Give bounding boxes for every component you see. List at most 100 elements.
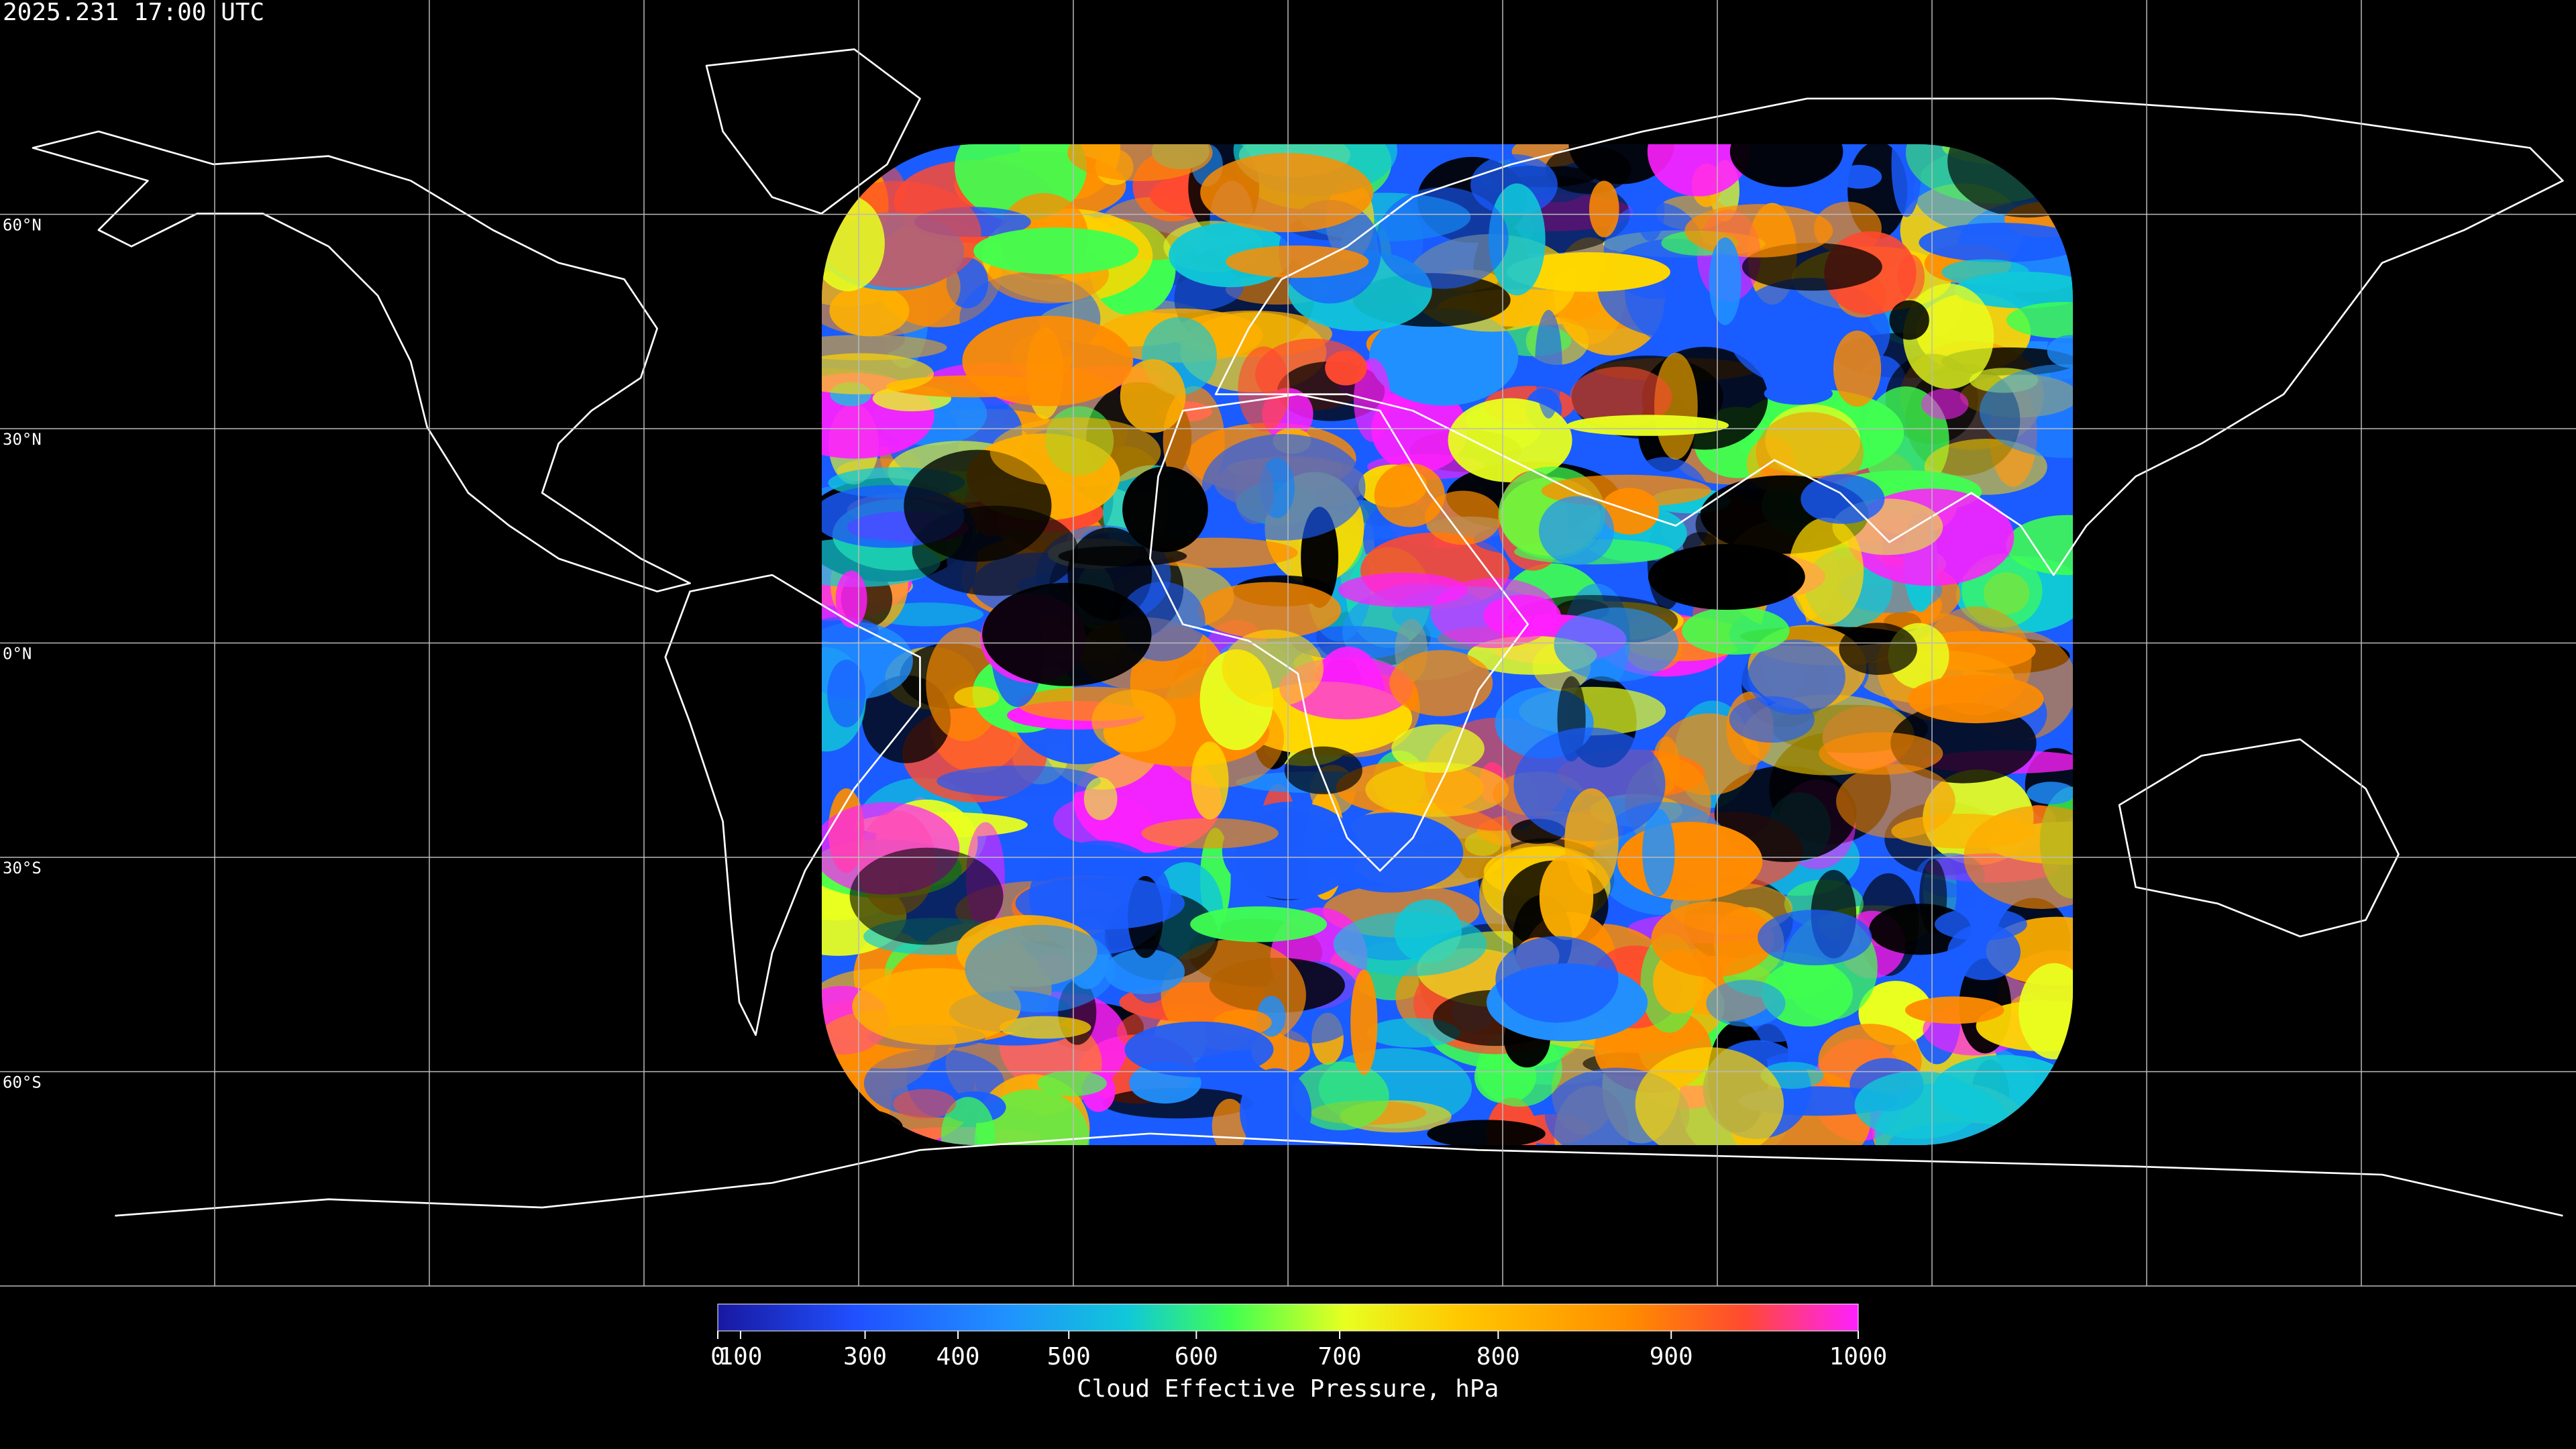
cloud-patch <box>1141 818 1279 849</box>
colorbar-tick-label: 900 <box>1650 1343 1693 1371</box>
cloud-patch <box>822 616 879 643</box>
cloud-patch <box>1839 623 1917 676</box>
satellite-image <box>822 144 2073 1145</box>
cloud-patch <box>1291 1061 1389 1131</box>
cloud-patch <box>974 1089 1090 1145</box>
cloud-patch <box>1617 822 1763 901</box>
cloud-patch <box>1284 746 1362 795</box>
lat-label: 60°N <box>3 216 42 235</box>
cloud-patch <box>1371 386 1468 473</box>
cloud-patch <box>1635 180 1665 241</box>
cloud-patch <box>1907 675 2044 724</box>
cloud-patch <box>1589 180 1619 237</box>
colorbar-tick-label: 400 <box>936 1343 980 1371</box>
cloud-patch <box>1239 1068 1311 1145</box>
cloud-patch <box>1819 732 1943 775</box>
cloud-patch <box>1513 727 1666 841</box>
cloud-patch <box>1425 490 1501 545</box>
australia <box>2118 738 2400 938</box>
cloud-patch <box>1350 969 1378 1075</box>
graticule <box>0 0 2576 1287</box>
cloud-patch <box>1833 330 1882 407</box>
cloud-patch <box>1201 433 1366 541</box>
cloud-patch <box>1391 724 1485 773</box>
cloud-patch <box>822 335 947 361</box>
cloud-patch <box>1891 814 2035 849</box>
cloud-patch <box>1564 788 1619 895</box>
cloud-patch <box>1635 1047 1784 1145</box>
cloud-patch <box>1212 1098 1248 1145</box>
cloud-patch <box>2027 782 2073 804</box>
cloud-patch <box>1570 366 1672 428</box>
north-america <box>32 130 691 592</box>
cloud-patch <box>1053 796 1152 846</box>
cloud-patch <box>1904 996 2004 1024</box>
cloud-patch <box>1748 639 1845 715</box>
cloud-patch <box>1535 309 1562 419</box>
cloud-patch <box>1554 607 1679 682</box>
cloud-patch <box>1648 543 1805 610</box>
cloud-patch <box>1091 690 1176 753</box>
cloud-patch <box>1377 187 1509 289</box>
cloud-patch <box>1921 388 1969 420</box>
cloud-patch <box>2006 302 2073 339</box>
cloud-patch <box>835 570 867 628</box>
cloud-patch <box>827 659 866 728</box>
cloud-patch <box>1568 144 1675 184</box>
colorbar-tick-label: 500 <box>1047 1343 1091 1371</box>
cloud-patch <box>1714 765 1857 863</box>
cloud-patch <box>1197 582 1342 639</box>
cloud-patch <box>1325 350 1367 386</box>
cloud-patch <box>1934 908 2027 941</box>
lat-label: 30°S <box>3 859 42 877</box>
cloud-patch <box>1389 649 1493 716</box>
cloud-patch <box>1706 979 1786 1027</box>
cloud-patch <box>822 538 941 588</box>
cloud-patch <box>1891 144 1922 217</box>
colorbar-tick-label: 100 <box>718 1343 762 1371</box>
colorbar <box>717 1303 1859 1332</box>
cloud-patch <box>1979 364 2073 458</box>
cloud-patch <box>1567 415 1729 436</box>
cloud-patch <box>1651 901 1774 977</box>
coastlines <box>32 48 2564 1217</box>
cloud-patch <box>941 1097 996 1145</box>
cloud-patch <box>1190 906 1328 943</box>
colorbar-tick-label: 700 <box>1318 1343 1362 1371</box>
cloud-patch <box>1124 1021 1274 1077</box>
cloud-patch <box>1682 606 1790 655</box>
cloud-patch <box>1788 517 1864 625</box>
cloud-patch <box>989 417 1161 487</box>
cloud-patch <box>1647 144 1750 197</box>
cloud-patch <box>1318 812 1464 893</box>
cloud-patch <box>1836 164 1882 189</box>
cloud-patch <box>1854 1071 1982 1139</box>
colorbar-label: Cloud Effective Pressure, hPa <box>1077 1375 1499 1403</box>
cloud-patch <box>1200 153 1373 233</box>
cloud-patch <box>965 924 1116 1013</box>
cloud-patch <box>1506 252 1670 292</box>
cloud-patch <box>1448 398 1572 483</box>
cloud-patch <box>1684 204 1833 258</box>
antarctica <box>115 1132 2563 1217</box>
cloud-patch <box>1120 359 1186 433</box>
south-america <box>664 574 921 1036</box>
cloud-patch <box>1067 144 1213 181</box>
lat-label: 0°N <box>3 645 32 663</box>
cloud-patch <box>1427 1120 1546 1145</box>
cloud-patch <box>1801 474 1885 524</box>
cloud-patch <box>1369 308 1519 406</box>
cloud-patch <box>1226 245 1369 278</box>
cloud-patch <box>1015 877 1185 930</box>
cloud-patch <box>1764 382 1833 405</box>
cloud-patch <box>1495 936 1619 1023</box>
cloud-patch <box>936 765 1102 797</box>
africa <box>1148 393 1529 872</box>
cloud-patch <box>1037 1070 1107 1096</box>
cloud-patch <box>2047 335 2073 368</box>
cloud-patch <box>1333 912 1487 977</box>
cloud-patch <box>829 284 910 337</box>
cloud-patch <box>1729 144 1843 187</box>
